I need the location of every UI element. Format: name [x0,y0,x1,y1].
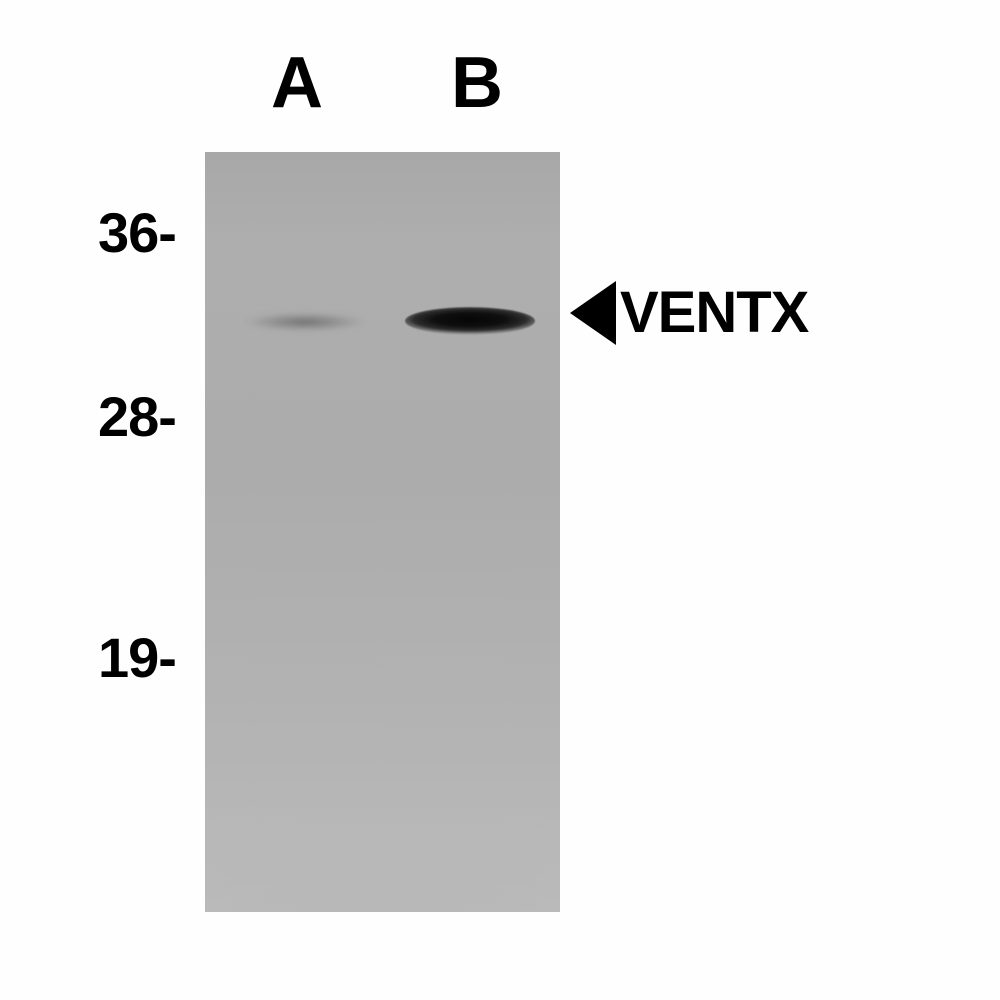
band-annotation: VENTX [570,279,808,346]
band-lane-b-strong [405,307,535,335]
band-lane-a-faint [245,310,365,334]
mw-marker-28: 28- [98,384,176,449]
band-label-text: VENTX [620,279,808,346]
lane-label-b: B [451,42,502,124]
blot-background-gradient [205,152,560,912]
lane-label-a: A [271,42,322,124]
blot-membrane [205,152,560,912]
mw-marker-36: 36- [98,200,176,265]
mw-marker-19: 19- [98,625,176,690]
western-blot-figure: A B 36- 28- 19- VENTX [0,0,1000,1000]
arrowhead-left-icon [570,281,616,345]
